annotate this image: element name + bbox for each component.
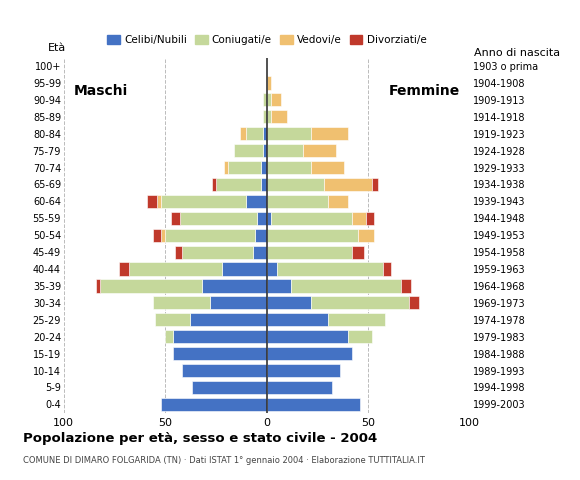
Bar: [267, 347, 352, 360]
Bar: [210, 296, 267, 310]
Bar: [172, 212, 180, 225]
Bar: [234, 144, 263, 157]
Bar: [311, 296, 409, 310]
Bar: [267, 178, 324, 191]
Text: COMUNE DI DIMARO FOLGARIDA (TN) · Dati ISTAT 1° gennaio 2004 · Elaborazione TUTT: COMUNE DI DIMARO FOLGARIDA (TN) · Dati I…: [23, 456, 425, 465]
Bar: [267, 381, 332, 394]
Bar: [256, 212, 267, 225]
Bar: [260, 178, 267, 191]
Bar: [212, 178, 216, 191]
Bar: [161, 195, 246, 208]
Bar: [267, 93, 271, 107]
Bar: [352, 212, 366, 225]
Bar: [358, 228, 374, 242]
Text: Età: Età: [48, 43, 66, 52]
Bar: [291, 279, 401, 292]
Bar: [303, 144, 336, 157]
Bar: [157, 195, 161, 208]
Legend: Celibi/Nubili, Coniugati/e, Vedovi/e, Divorziati/e: Celibi/Nubili, Coniugati/e, Vedovi/e, Di…: [103, 31, 430, 49]
Bar: [190, 313, 267, 326]
Bar: [366, 212, 374, 225]
Bar: [267, 330, 348, 343]
Bar: [267, 245, 352, 259]
Bar: [267, 110, 271, 123]
Bar: [372, 178, 378, 191]
Bar: [182, 245, 252, 259]
Bar: [267, 313, 328, 326]
Bar: [216, 178, 260, 191]
Bar: [267, 212, 271, 225]
Bar: [348, 330, 372, 343]
Bar: [228, 161, 260, 174]
Bar: [267, 76, 271, 90]
Bar: [267, 398, 360, 411]
Bar: [267, 127, 311, 140]
Bar: [271, 212, 352, 225]
Bar: [401, 279, 411, 292]
Bar: [161, 228, 165, 242]
Bar: [263, 93, 267, 107]
Bar: [267, 263, 277, 276]
Bar: [224, 161, 228, 174]
Text: Anno di nascita: Anno di nascita: [474, 48, 560, 58]
Bar: [96, 279, 100, 292]
Bar: [155, 313, 190, 326]
Bar: [263, 110, 267, 123]
Bar: [165, 228, 255, 242]
Text: Popolazione per età, sesso e stato civile - 2004: Popolazione per età, sesso e stato civil…: [23, 432, 378, 445]
Bar: [267, 279, 291, 292]
Bar: [267, 296, 311, 310]
Bar: [153, 228, 161, 242]
Bar: [263, 144, 267, 157]
Bar: [240, 127, 246, 140]
Bar: [260, 161, 267, 174]
Bar: [255, 228, 267, 242]
Bar: [409, 296, 419, 310]
Bar: [267, 144, 303, 157]
Bar: [173, 330, 267, 343]
Bar: [153, 296, 210, 310]
Bar: [165, 330, 173, 343]
Bar: [352, 245, 364, 259]
Bar: [180, 212, 256, 225]
Bar: [277, 263, 382, 276]
Bar: [271, 110, 287, 123]
Bar: [246, 195, 267, 208]
Bar: [161, 398, 267, 411]
Bar: [328, 313, 385, 326]
Bar: [191, 381, 267, 394]
Bar: [271, 93, 281, 107]
Text: Maschi: Maschi: [74, 84, 128, 98]
Text: Femmine: Femmine: [389, 84, 459, 98]
Bar: [324, 178, 372, 191]
Bar: [202, 279, 267, 292]
Bar: [267, 161, 311, 174]
Bar: [311, 127, 348, 140]
Bar: [246, 127, 263, 140]
Bar: [382, 263, 390, 276]
Bar: [267, 195, 328, 208]
Bar: [222, 263, 267, 276]
Bar: [175, 245, 182, 259]
Bar: [311, 161, 344, 174]
Bar: [328, 195, 348, 208]
Bar: [252, 245, 267, 259]
Bar: [263, 127, 267, 140]
Bar: [100, 279, 202, 292]
Bar: [267, 228, 358, 242]
Bar: [173, 347, 267, 360]
Bar: [129, 263, 222, 276]
Bar: [147, 195, 157, 208]
Bar: [118, 263, 129, 276]
Bar: [267, 364, 340, 377]
Bar: [182, 364, 267, 377]
